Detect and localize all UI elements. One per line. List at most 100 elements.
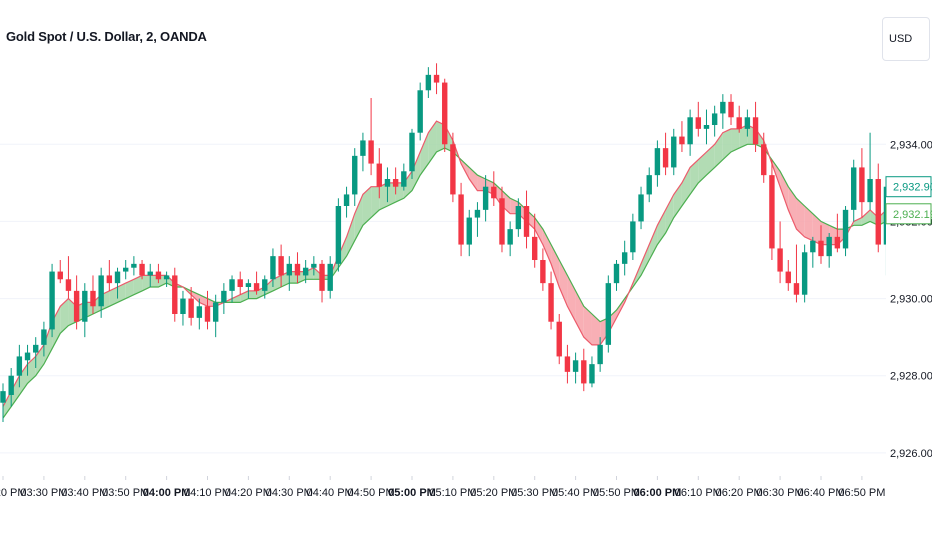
- candle-down: [499, 186, 505, 253]
- candle-body: [237, 279, 243, 287]
- candle-down: [253, 271, 260, 295]
- candle-down: [523, 190, 530, 249]
- x-tick-label: 05:30 PM: [511, 487, 558, 499]
- candle-down: [294, 252, 301, 284]
- y-tick-label: 2,928.000: [890, 371, 932, 383]
- ma-band: [428, 121, 437, 164]
- candle-body: [589, 364, 595, 384]
- candle-up: [474, 202, 481, 237]
- ma-band: [420, 132, 429, 176]
- candle-down: [139, 260, 145, 280]
- candle-body: [384, 179, 391, 187]
- candle-body: [123, 267, 129, 272]
- ma-band: [731, 128, 740, 152]
- candle-body: [163, 275, 170, 280]
- candle-body: [352, 155, 358, 195]
- ma-band: [559, 260, 568, 307]
- candle-body: [311, 263, 317, 268]
- candle-body: [392, 179, 399, 187]
- price-label: 2,932.198: [885, 203, 932, 225]
- ma-band: [60, 298, 69, 334]
- candle-body: [131, 263, 137, 268]
- ma-band: [305, 267, 314, 280]
- candle-body: [425, 74, 432, 91]
- candle-up: [82, 283, 88, 338]
- x-tick-label: 05:10 PM: [429, 487, 476, 499]
- candle-body: [417, 90, 423, 133]
- ma-band: [27, 356, 36, 384]
- ma-band: [583, 306, 592, 345]
- ma-band: [780, 171, 789, 210]
- candle-up: [409, 128, 415, 179]
- candle-body: [41, 329, 47, 345]
- candle-body: [278, 256, 284, 276]
- candle-body: [728, 101, 734, 118]
- candle-body: [499, 198, 505, 245]
- ma-band: [714, 132, 723, 168]
- x-tick-label: 04:10 PM: [184, 487, 231, 499]
- candle-down: [237, 271, 243, 295]
- candle-body: [401, 171, 407, 187]
- candle-up: [221, 283, 227, 314]
- candle-body: [491, 186, 497, 199]
- candle-body: [16, 356, 23, 376]
- ma-band: [534, 217, 543, 245]
- candle-body: [82, 290, 88, 322]
- candle-up: [180, 290, 186, 326]
- candle-down: [65, 256, 72, 299]
- candle-up: [41, 321, 47, 357]
- candle-body: [139, 263, 145, 276]
- candle-body: [196, 306, 203, 318]
- candle-down: [777, 221, 783, 284]
- candle-body: [556, 321, 562, 357]
- candle-down: [679, 121, 685, 152]
- ma-band: [542, 229, 552, 264]
- ma-band: [35, 344, 44, 376]
- ma-band: [853, 217, 862, 226]
- candle-up: [851, 159, 857, 222]
- candle-up: [327, 256, 333, 299]
- candle-body: [343, 194, 350, 206]
- candle-body: [662, 148, 669, 168]
- candle-up: [613, 260, 620, 291]
- candle-down: [278, 244, 284, 287]
- price-label-box: [885, 203, 932, 225]
- candle-up: [33, 337, 39, 368]
- candle-body: [114, 271, 121, 284]
- candle-up: [360, 132, 366, 172]
- candle-down: [818, 225, 824, 264]
- ma-band: [19, 364, 28, 395]
- x-tick-label: 03:40 PM: [61, 487, 108, 499]
- ma-band: [812, 213, 821, 245]
- candle-down: [204, 290, 211, 330]
- candle-up: [49, 263, 55, 338]
- candle-up: [801, 244, 808, 303]
- ma-band: [117, 283, 126, 303]
- candle-body: [532, 236, 538, 260]
- candle-body: [875, 179, 881, 245]
- candle-body: [859, 167, 865, 203]
- candle-body: [646, 175, 652, 195]
- candle-body: [376, 163, 382, 187]
- candle-down: [564, 344, 571, 384]
- ma-band: [739, 125, 748, 149]
- fast-ma-line: [2, 120, 886, 407]
- ma-band: [43, 321, 53, 365]
- x-tick-label: 06:00 PM: [634, 487, 682, 499]
- x-tick-label: 04:00 PM: [143, 487, 191, 499]
- candle-body: [572, 360, 579, 372]
- ma-band: [232, 294, 241, 303]
- candle-body: [703, 125, 710, 129]
- candle-down: [859, 148, 865, 218]
- candle-body: [638, 194, 644, 222]
- candle-body: [65, 279, 72, 291]
- candle-up: [867, 132, 873, 210]
- candle-body: [24, 352, 31, 361]
- currency-button[interactable]: USD: [882, 17, 930, 61]
- candle-body: [720, 101, 726, 114]
- candle-body: [818, 240, 824, 257]
- x-tick-label: 06:20 PM: [716, 487, 763, 499]
- candle-down: [532, 213, 538, 268]
